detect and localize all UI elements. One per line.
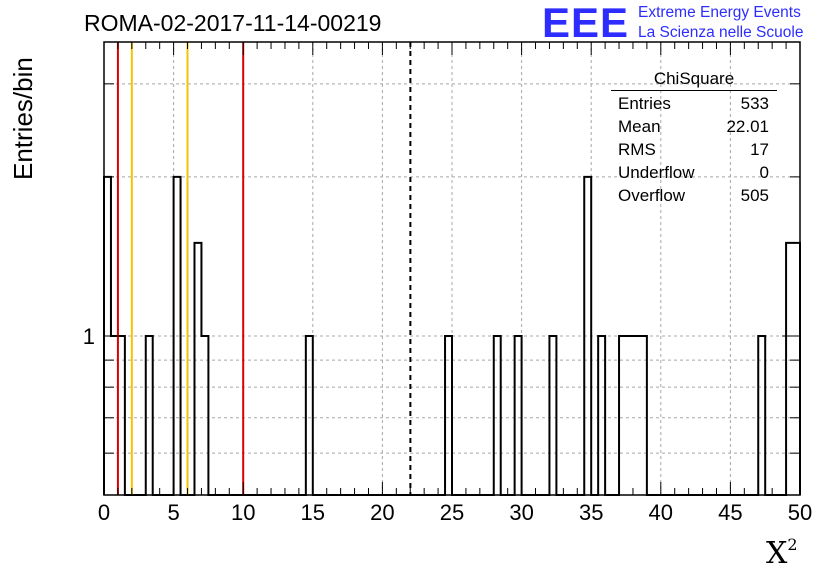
x-tick-label: 15 [301, 500, 325, 525]
histogram-bin [174, 177, 181, 495]
logo-line-2: La Scienza nelle Scuole [638, 24, 804, 41]
x-tick-label: 25 [440, 500, 464, 525]
histogram-bin [786, 243, 793, 495]
stats-row-overflow: Overflow 505 [611, 184, 777, 207]
x-tick-label: 10 [231, 500, 255, 525]
x-axis-label: X2 [766, 535, 798, 571]
histogram-bin [118, 336, 125, 495]
histogram-bin [619, 336, 626, 495]
stats-box: ChiSquare Entries 533 Mean 22.01 RMS 17 Und… [611, 69, 777, 207]
stats-label: Entries [618, 94, 671, 113]
eee-logo: EEE [542, 0, 630, 46]
x-tick-label: 35 [579, 500, 603, 525]
x-tick-label: 20 [370, 500, 394, 525]
histogram-bin [146, 336, 153, 495]
y-axis-label: Entries/bin [8, 57, 38, 180]
stats-row-rms: RMS 17 [611, 138, 777, 161]
histogram-bin [201, 336, 208, 495]
y-tick-label: 1 [83, 324, 95, 349]
x-tick-label: 45 [718, 500, 742, 525]
histogram-bin [598, 336, 605, 495]
histogram-bin [194, 243, 201, 495]
histogram-bin [758, 336, 765, 495]
stats-value: 17 [750, 140, 769, 159]
x-axis-label-base: X [766, 536, 788, 571]
x-tick-label: 5 [167, 500, 179, 525]
histogram-bin [549, 336, 556, 495]
stats-label: Mean [618, 117, 661, 136]
stats-label: RMS [618, 140, 656, 159]
stats-label: Overflow [618, 186, 686, 205]
stats-title: ChiSquare [611, 69, 777, 91]
x-tick-label: 0 [98, 500, 110, 525]
x-tick-label: 50 [788, 500, 812, 525]
histogram-bin [494, 336, 501, 495]
stats-row-mean: Mean 22.01 [611, 115, 777, 138]
stats-value: 533 [740, 94, 769, 113]
histogram-bin [584, 177, 591, 495]
logo-line-1: Extreme Energy Events [638, 4, 801, 21]
stats-value: 22.01 [726, 117, 769, 136]
stats-row-entries: Entries 533 [611, 92, 777, 115]
x-tick-label: 40 [649, 500, 673, 525]
stats-value: 505 [740, 186, 769, 205]
histogram-bin [626, 336, 633, 495]
stats-label: Underflow [618, 163, 695, 182]
histogram-bin [445, 336, 452, 495]
chart-title: ROMA-02-2017-11-14-00219 [84, 10, 382, 36]
stats-value: 0 [759, 163, 769, 182]
histogram-bin [633, 336, 640, 495]
histogram-bin [515, 336, 522, 495]
histogram-bin [793, 243, 800, 495]
x-axis-label-superscript: 2 [787, 535, 798, 554]
histogram-bin [640, 336, 647, 495]
stats-row-underflow: Underflow 0 [611, 161, 777, 184]
x-tick-label: 30 [509, 500, 533, 525]
histogram-bin [306, 336, 313, 495]
